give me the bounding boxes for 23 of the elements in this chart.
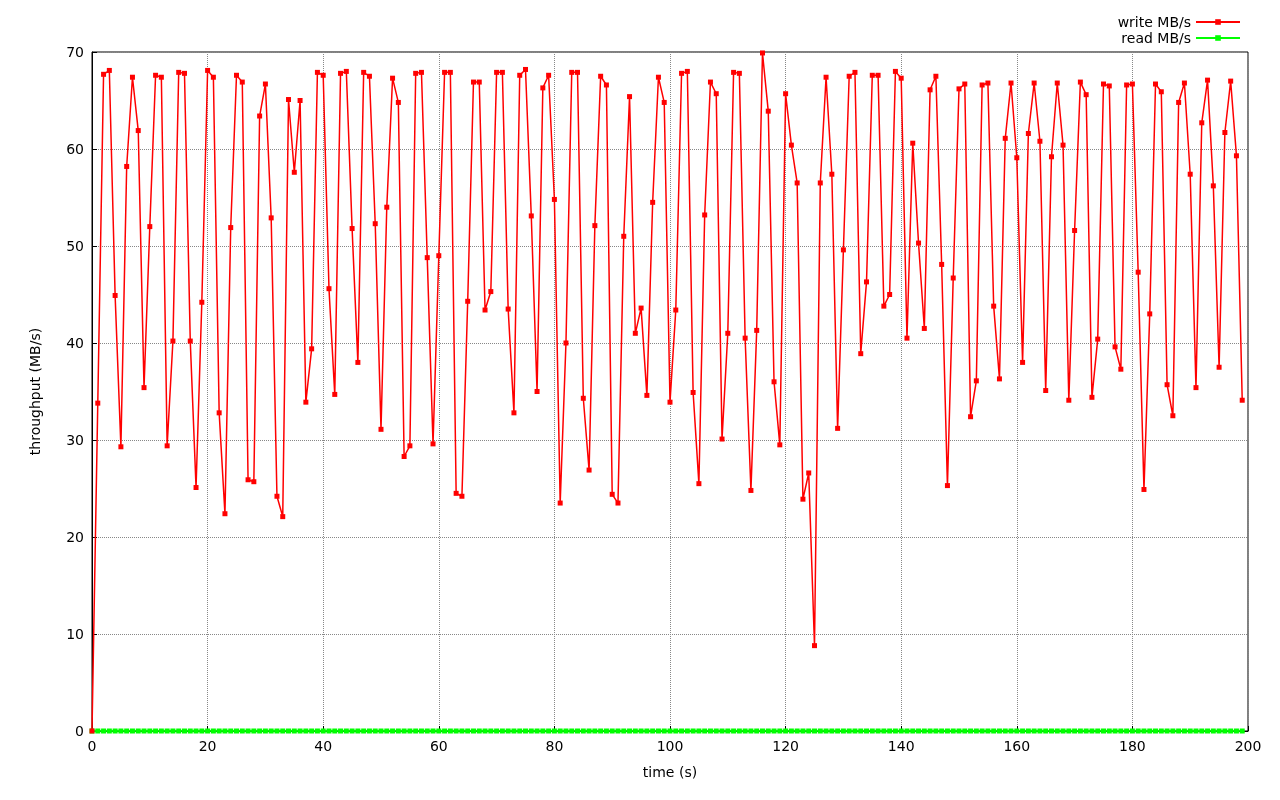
y-tick-label: 0 bbox=[75, 723, 84, 739]
x-tick-label: 160 bbox=[1003, 738, 1031, 754]
y-tick-label: 50 bbox=[66, 238, 84, 254]
x-tick-label: 100 bbox=[656, 738, 684, 754]
legend-label: read MB/s bbox=[1121, 30, 1191, 46]
y-tick-label: 20 bbox=[66, 529, 84, 545]
y-tick-label: 10 bbox=[66, 626, 84, 642]
x-axis-title: time (s) bbox=[642, 764, 698, 780]
y-tick-label: 30 bbox=[66, 432, 84, 448]
y-axis-title: throughput (MB/s) bbox=[27, 327, 43, 456]
x-tick-label: 60 bbox=[429, 738, 448, 754]
legend-label: write MB/s bbox=[1117, 14, 1191, 30]
x-tick-label: 20 bbox=[198, 738, 217, 754]
x-tick-label: 180 bbox=[1119, 738, 1146, 754]
y-tick-label: 60 bbox=[66, 141, 84, 157]
x-tick-label: 200 bbox=[1234, 738, 1262, 754]
y-tick-label: 40 bbox=[66, 335, 84, 351]
x-tick-label: 0 bbox=[87, 738, 97, 754]
x-tick-label: 120 bbox=[772, 738, 799, 754]
x-tick-label: 80 bbox=[545, 738, 564, 754]
x-tick-label: 140 bbox=[887, 738, 915, 754]
x-tick-label: 40 bbox=[314, 738, 333, 754]
y-tick-label: 70 bbox=[66, 44, 84, 60]
